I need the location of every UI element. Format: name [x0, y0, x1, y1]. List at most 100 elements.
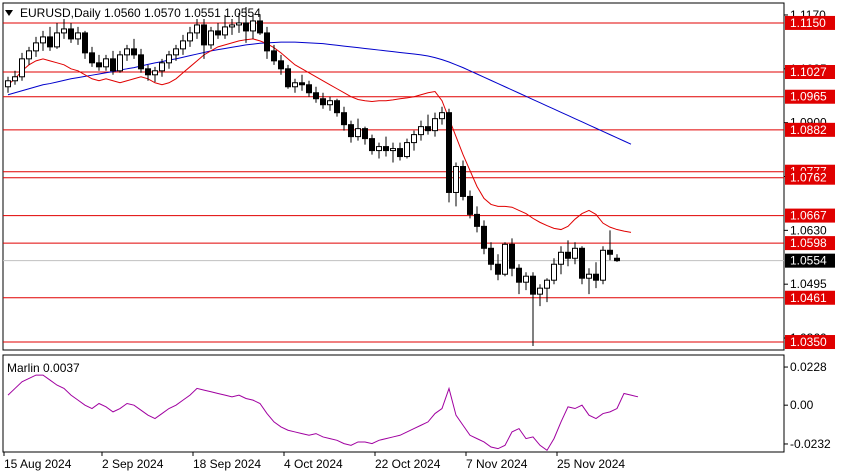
candle	[516, 264, 522, 295]
level-label-text: 1.0598	[790, 236, 827, 250]
level-label: 1.0762	[785, 170, 835, 185]
candle-body-up	[222, 26, 228, 36]
current-price-text: 1.0554	[790, 254, 827, 268]
candle-body-down	[264, 32, 270, 52]
candle-body-down	[607, 249, 613, 255]
candle-body-down	[257, 20, 263, 34]
candle	[117, 50, 123, 73]
candle	[383, 136, 389, 157]
candle-body-up	[124, 48, 130, 56]
candle	[565, 240, 571, 267]
candle	[68, 22, 74, 43]
candle-body-down	[460, 166, 466, 197]
candle	[495, 254, 501, 281]
candle-body-up	[117, 54, 123, 72]
candle-body-up	[418, 126, 424, 136]
candle-body-up	[208, 30, 214, 46]
candle-body-up	[187, 32, 193, 42]
candle-body-down	[47, 36, 53, 48]
current-price-label: 1.0554	[785, 253, 835, 268]
level-label-box	[785, 208, 835, 223]
candle	[327, 96, 333, 111]
candle-body-up	[12, 76, 18, 82]
candle-body-up	[33, 42, 39, 52]
level-label-text: 1.0461	[790, 291, 827, 305]
candle	[572, 242, 578, 265]
candle-body-up	[523, 275, 529, 283]
slow-moving-average	[7, 41, 632, 145]
candle	[110, 50, 116, 75]
candle-body-up	[572, 247, 578, 259]
level-label-text: 1.1150	[790, 16, 826, 30]
candle	[446, 108, 452, 203]
candle	[558, 246, 564, 275]
level-label-text: 1.0882	[790, 123, 827, 137]
candle	[460, 160, 466, 201]
candle	[411, 130, 417, 151]
candle-body-up	[61, 28, 67, 34]
candle	[257, 14, 263, 35]
level-label-box	[785, 89, 835, 104]
candle	[299, 74, 305, 91]
candle	[54, 22, 60, 49]
candle	[593, 262, 599, 289]
candle	[138, 48, 144, 73]
candle-body-up	[173, 48, 179, 56]
candle-body-up	[250, 20, 256, 32]
level-label-text: 1.0762	[790, 171, 827, 185]
candle	[236, 12, 242, 33]
candle-body-up	[544, 279, 550, 289]
candle-body-down	[516, 267, 522, 283]
main-chart-frame	[2, 2, 785, 453]
candle	[40, 30, 46, 51]
candle-body-down	[348, 124, 354, 138]
candle-body-up	[355, 128, 361, 138]
time-tick-label: 25 Nov 2024	[557, 457, 625, 471]
candle-body-up	[432, 118, 438, 132]
candle	[453, 162, 459, 207]
candle	[194, 18, 200, 39]
time-tick-label: 2 Sep 2024	[102, 457, 164, 471]
candle-body-down	[96, 62, 102, 68]
candle-body-down	[383, 146, 389, 152]
candle	[89, 46, 95, 67]
candle-body-up	[292, 82, 298, 88]
header-dropdown-icon[interactable]	[5, 10, 13, 16]
candle	[278, 54, 284, 75]
candle-body-down	[446, 112, 452, 193]
candle	[12, 70, 18, 85]
level-label-text: 1.0667	[790, 209, 827, 223]
candle-body-down	[89, 52, 95, 64]
level-label-box	[785, 122, 835, 137]
candle-body-down	[488, 247, 494, 265]
candle-body-down	[285, 68, 291, 88]
candle	[47, 26, 53, 51]
level-label-box	[785, 15, 835, 30]
level-label: 1.1150	[785, 16, 835, 30]
candle-body-up	[453, 166, 459, 193]
candles	[5, 6, 620, 347]
candle	[488, 242, 494, 271]
candle	[82, 30, 88, 59]
candle	[320, 92, 326, 109]
candle	[33, 36, 39, 57]
candle-body-up	[26, 50, 32, 60]
candle	[432, 112, 438, 137]
level-label-text: 1.0350	[790, 335, 827, 349]
time-tick-label: 15 Aug 2024	[4, 457, 72, 471]
candle	[222, 14, 228, 39]
time-axis: 15 Aug 2024 2 Sep 2024 18 Sep 2024 4 Oct 20…	[3, 452, 625, 471]
main-plot-border	[2, 2, 785, 351]
candle	[355, 118, 361, 141]
candle-body-up	[537, 287, 543, 295]
candle	[530, 272, 536, 347]
candle-body-down	[131, 48, 137, 56]
oscillator-line	[7, 374, 639, 452]
oscillator-pane: 0.0228 0.00 -0.0232	[7, 360, 831, 452]
symbol-header: EURUSD,Daily 1.0560 1.0570 1.0551 1.0554	[20, 6, 261, 20]
candle	[131, 38, 137, 59]
candle-body-down	[509, 243, 515, 269]
candle-body-down	[579, 247, 585, 279]
candle	[509, 238, 515, 277]
